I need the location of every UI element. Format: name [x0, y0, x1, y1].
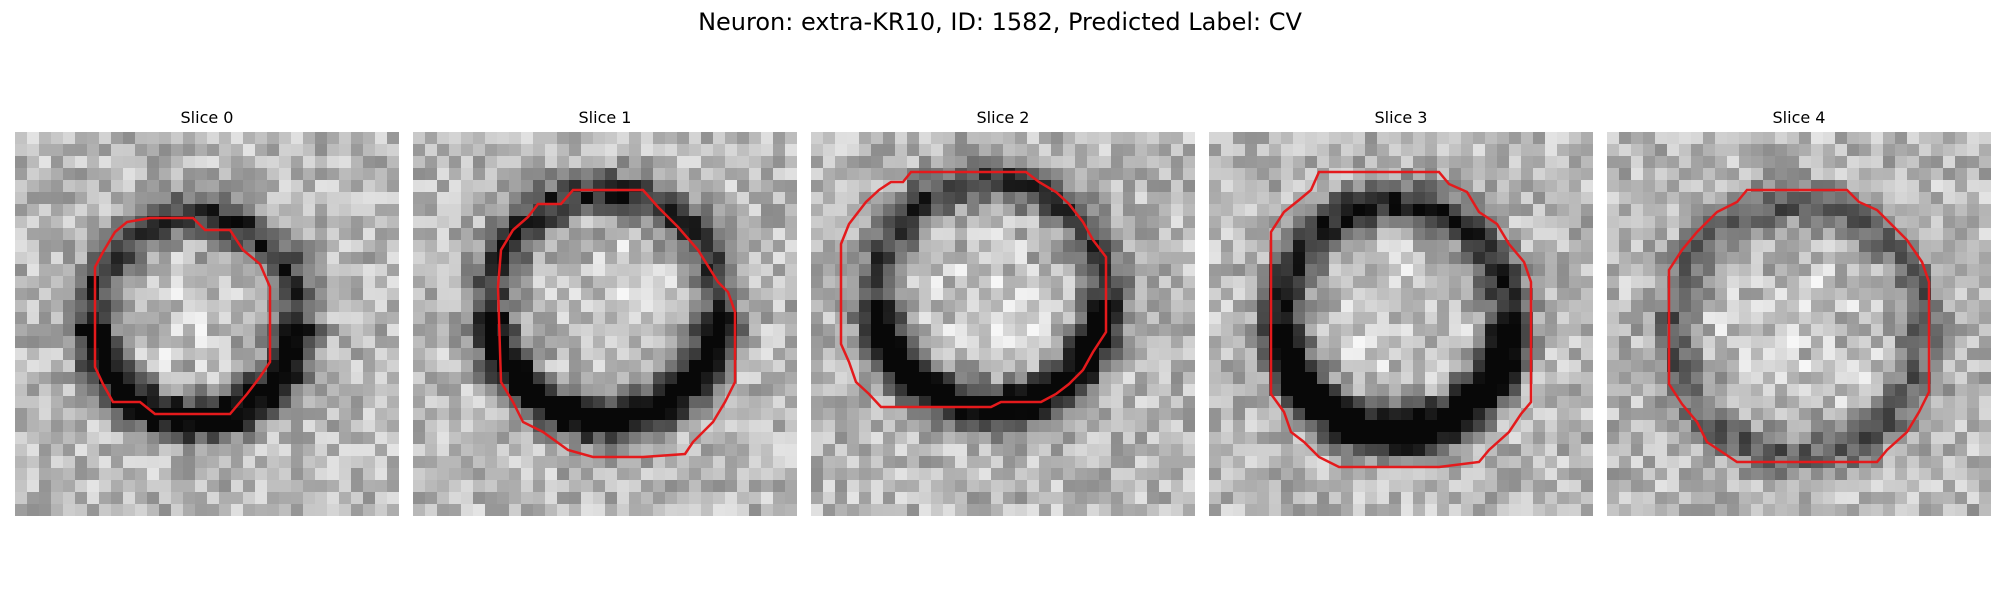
contour-outline: [1667, 188, 1931, 464]
slice-pixels: [413, 132, 797, 516]
slice-title: Slice 4: [1772, 108, 1826, 127]
slice-title: Slice 0: [180, 108, 234, 127]
contour-outline: [839, 170, 1108, 409]
slice-pixels: [15, 132, 399, 516]
slice-panel-1: Slice 1: [413, 108, 797, 516]
slice-title: Slice 2: [976, 108, 1030, 127]
slice-pixels: [1607, 132, 1991, 516]
slice-title: Slice 3: [1374, 108, 1428, 127]
slice-panel-3: Slice 3: [1209, 108, 1593, 516]
figure-title: Neuron: extra-KR10, ID: 1582, Predicted …: [698, 8, 1302, 36]
slice-pixels: [811, 132, 1195, 516]
contour-outline: [93, 216, 272, 416]
slice-image: [811, 132, 1195, 516]
slice-panel-2: Slice 2: [811, 108, 1195, 516]
slice-image: [15, 132, 399, 516]
slice-panel-0: Slice 0: [15, 108, 399, 516]
slice-panel-4: Slice 4: [1607, 108, 1991, 516]
slice-image: [1209, 132, 1593, 516]
slice-title: Slice 1: [578, 108, 632, 127]
slice-image: [413, 132, 797, 516]
slice-image: [1607, 132, 1991, 516]
contour-outline: [496, 188, 737, 459]
contour-outline: [1269, 170, 1533, 469]
slice-pixels: [1209, 132, 1593, 516]
